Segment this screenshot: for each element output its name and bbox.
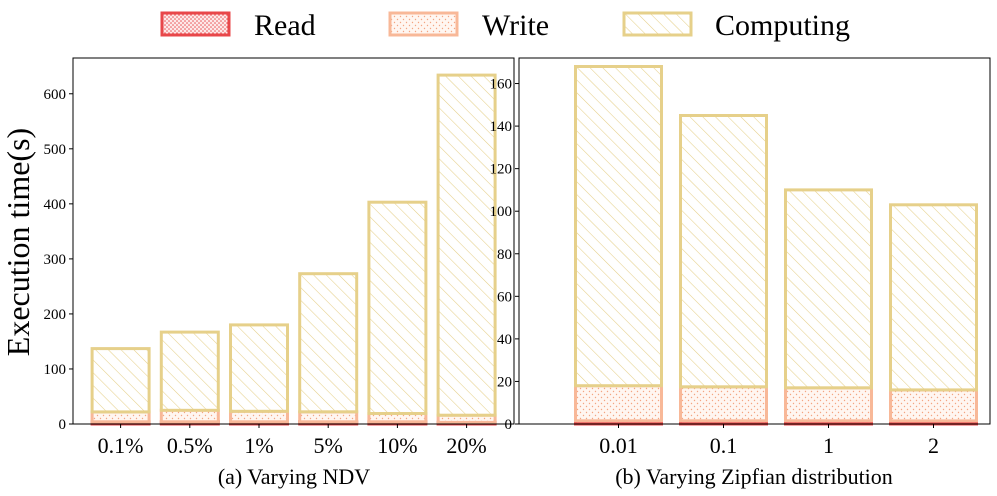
x-ticks-a: 0.1% 0.5% 1% 5% 10% 20%	[98, 424, 487, 458]
bar-write-1	[229, 409, 289, 424]
bar-computing-2	[889, 203, 978, 392]
axes-frame-b	[518, 57, 991, 425]
subplot-caption-b: (b) Varying Zipfian distribution	[615, 464, 893, 489]
bar-write-0-5	[159, 408, 220, 424]
y-tick-label-b-140: 140	[490, 119, 513, 135]
legend-label-write: Write	[482, 9, 549, 42]
x-tick-label-b-0-1: 0.1	[710, 433, 738, 458]
y-tick-label-b-40: 40	[497, 332, 512, 348]
y-axis-label: Execution time(s)	[0, 128, 36, 356]
bar-computing-10	[367, 200, 428, 415]
x-tick-label-b-0-01: 0.01	[599, 433, 638, 458]
legend-item-computing: Computing	[622, 9, 850, 42]
legend-swatch-computing	[622, 11, 693, 37]
y-ticks-a: 0 100 200 300 400 500 600	[44, 87, 73, 433]
y-tick-label-a-100: 100	[44, 362, 67, 378]
legend-item-write: Write	[388, 9, 549, 42]
bar-write-1	[784, 386, 873, 423]
bar-computing-0-1	[90, 347, 151, 414]
bar-write-2	[889, 388, 978, 423]
subplot-caption-a: (a) Varying NDV	[218, 464, 370, 489]
panel-b: 0 20 40 60 80 100 120 140 160 0.01 0.1 1 2 (b) Varyin…	[490, 57, 991, 489]
bars-b	[574, 65, 978, 426]
y-tick-label-a-500: 500	[44, 142, 67, 158]
x-ticks-b: 0.01 0.1 1 2	[599, 424, 939, 458]
x-tick-label-b-2: 2	[928, 433, 939, 458]
bar-write-5	[298, 410, 359, 424]
bar-computing-1	[784, 188, 873, 390]
y-tick-label-a-200: 200	[44, 307, 67, 323]
x-tick-label-a-0-1: 0.1%	[98, 433, 144, 458]
y-tick-label-a-400: 400	[44, 197, 67, 213]
y-tick-label-b-0: 0	[505, 417, 513, 433]
x-tick-label-a-0-5: 0.5%	[167, 433, 213, 458]
y-tick-label-a-0: 0	[59, 417, 67, 433]
y-tick-label-a-600: 600	[44, 87, 67, 103]
legend-swatch-read	[160, 11, 231, 37]
bar-write-0-01	[574, 384, 663, 423]
y-tick-label-b-20: 20	[497, 374, 512, 390]
y-tick-label-a-300: 300	[44, 252, 67, 268]
bar-computing-20	[436, 73, 497, 417]
x-tick-label-a-5: 5%	[314, 433, 343, 458]
y-tick-label-b-100: 100	[490, 204, 513, 220]
y-tick-label-b-160: 160	[490, 77, 513, 93]
x-tick-label-b-1: 1	[823, 433, 834, 458]
y-tick-label-b-60: 60	[497, 289, 512, 305]
bar-computing-0-5	[159, 330, 220, 412]
x-tick-label-a-10: 10%	[377, 433, 417, 458]
legend-label-read: Read	[254, 9, 316, 42]
x-tick-label-a-20: 20%	[446, 433, 486, 458]
legend-swatch-write	[388, 11, 459, 37]
bar-computing-0-01	[574, 65, 663, 388]
x-tick-label-a-1: 1%	[244, 433, 273, 458]
legend-label-computing: Computing	[715, 9, 850, 42]
bar-write-0-1	[679, 385, 768, 423]
y-tick-label-b-80: 80	[497, 247, 512, 263]
bar-computing-1	[229, 323, 289, 413]
bar-computing-0-1	[679, 114, 768, 389]
legend-item-read: Read	[160, 9, 316, 42]
axes-frame-a	[72, 57, 515, 425]
y-ticks-b: 0 20 40 60 80 100 120 140 160	[490, 77, 519, 433]
legend: Read Write Computing	[160, 9, 850, 42]
bars-a	[90, 73, 497, 426]
y-tick-label-b-120: 120	[490, 162, 513, 178]
bar-computing-5	[298, 272, 359, 414]
